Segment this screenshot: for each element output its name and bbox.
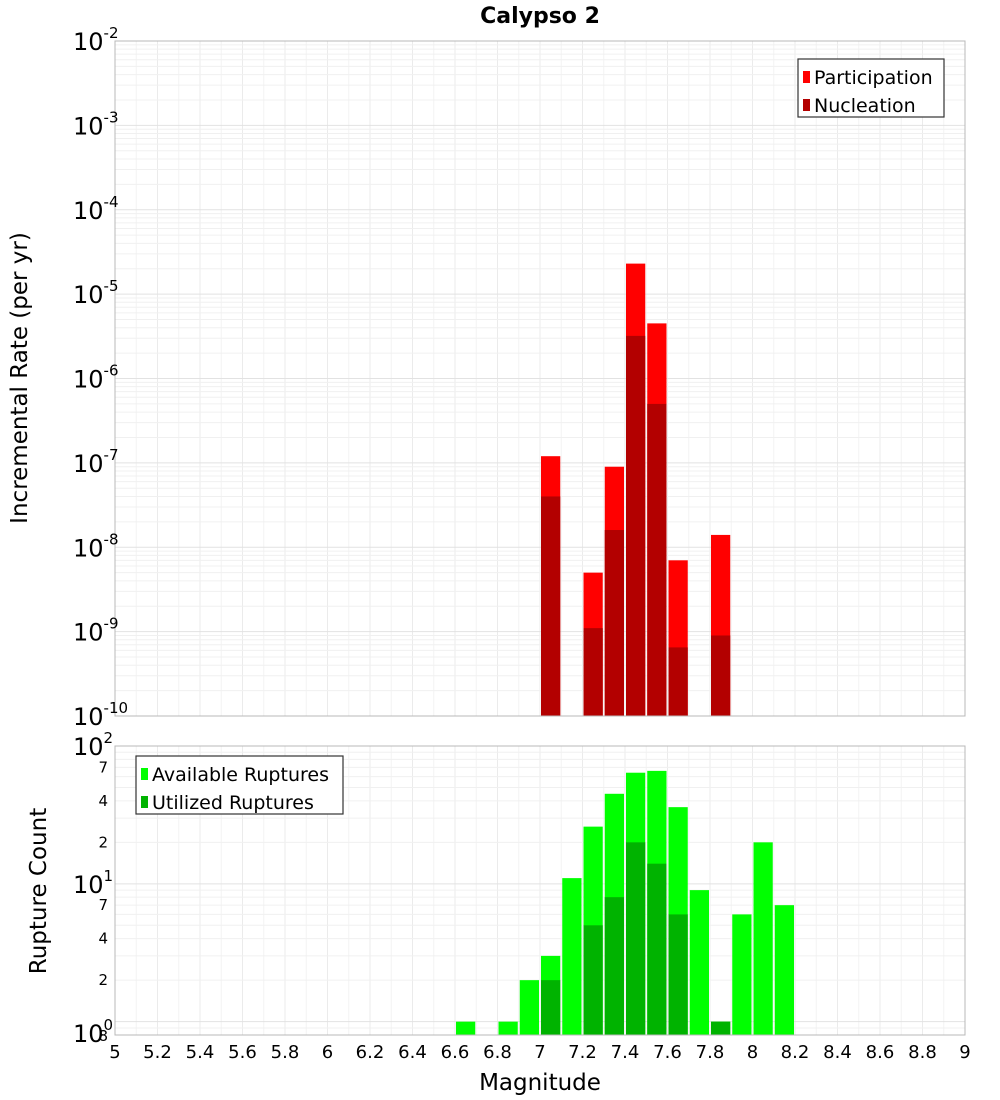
x-axis-title: Magnitude (479, 1070, 601, 1096)
top-legend-swatch (803, 71, 810, 83)
bottom-bar-utilized-ruptures (626, 842, 646, 1035)
top-decade-label: 10-7 (73, 446, 119, 478)
bottom-minor-tick-label: 8 (98, 1027, 108, 1045)
bottom-bar-available-ruptures (498, 1021, 518, 1035)
x-tick-label: 8.4 (823, 1042, 852, 1063)
top-legend-box (797, 58, 945, 118)
bottom-bar-utilized-ruptures (541, 980, 561, 1035)
bottom-decade-label: 101 (73, 867, 113, 899)
chart-title: Calypso 2 (480, 4, 600, 29)
bottom-bar-available-ruptures (774, 905, 794, 1035)
x-tick-label: 8.2 (781, 1042, 810, 1063)
top-decade-label: 10-10 (73, 699, 128, 731)
top-decade-label: 10-6 (73, 362, 119, 394)
x-tick-label: 9 (959, 1042, 970, 1063)
x-tick-labels: 5 5.2 5.4 5.6 5.8 6 6.2 6.4 6.6 6.8 7 7.2 7.4 7.6 7.8 8… (109, 1042, 970, 1063)
bottom-bar-utilized-ruptures (604, 897, 624, 1035)
bottom-minor-tick-label: 7 (98, 758, 108, 776)
bottom-minor-tick-label: 2 (98, 971, 108, 989)
top-decade-label: 10-9 (73, 615, 119, 647)
x-tick-label: 5.2 (143, 1042, 172, 1063)
top-decade-label: 10-8 (73, 530, 119, 562)
top-decade-label: 10-3 (73, 108, 119, 140)
bottom-minor-tick-label: 4 (98, 930, 108, 948)
x-tick-label: 5 (109, 1042, 120, 1063)
bottom-plot-bars (456, 770, 794, 1035)
top-plot-grid (114, 40, 966, 717)
bottom-minor-tick-label: 7 (98, 896, 108, 914)
top-bar-nucleation (668, 647, 688, 716)
bottom-plot-frame (114, 745, 966, 1036)
bottom-y-axis-title: Rupture Count (26, 808, 52, 974)
bottom-bar-available-ruptures (562, 878, 582, 1035)
bottom-minor-tick-label: 4 (98, 792, 108, 810)
x-tick-label: 6.6 (441, 1042, 470, 1063)
bottom-decade-label: 102 (73, 729, 113, 761)
top-plot-bars (541, 263, 731, 716)
x-tick-label: 6 (322, 1042, 333, 1063)
top-legend-label: Participation (814, 67, 933, 89)
x-tick-label: 6.4 (398, 1042, 427, 1063)
bottom-minor-tick-label: 2 (98, 833, 108, 851)
bottom-bar-utilized-ruptures (647, 863, 667, 1035)
bottom-legend-label: Utilized Ruptures (152, 792, 314, 814)
x-tick-label: 7.8 (696, 1042, 725, 1063)
top-decade-label: 10-4 (73, 193, 119, 225)
top-bar-nucleation (647, 403, 667, 716)
bottom-bar-available-ruptures (519, 980, 539, 1035)
bottom-legend: Available Ruptures Utilized Ruptures (135, 755, 344, 815)
x-tick-label: 6.8 (483, 1042, 512, 1063)
bottom-bar-available-ruptures (732, 914, 752, 1035)
x-tick-label: 7.6 (653, 1042, 682, 1063)
top-decade-label: 10-2 (73, 24, 119, 56)
bottom-legend-swatch (141, 796, 148, 808)
x-tick-label: 5.6 (228, 1042, 257, 1063)
x-tick-label: 8 (747, 1042, 758, 1063)
bottom-legend-label: Available Ruptures (152, 764, 329, 786)
x-tick-label: 5.8 (271, 1042, 300, 1063)
top-bar-nucleation (541, 496, 561, 716)
bottom-decade-label: 100 (73, 1016, 113, 1048)
top-legend: Participation Nucleation (797, 58, 945, 118)
top-bar-nucleation (604, 530, 624, 716)
bottom-y-tick-labels: 102 101 100 7 4 2 7 4 2 8 (73, 729, 113, 1048)
x-tick-label: 7 (534, 1042, 545, 1063)
top-decade-label: 10-5 (73, 277, 119, 309)
x-tick-label: 8.8 (908, 1042, 937, 1063)
top-bar-nucleation (583, 628, 603, 716)
x-tick-label: 5.4 (186, 1042, 215, 1063)
bottom-bar-utilized-ruptures (668, 914, 688, 1035)
bottom-legend-box (135, 755, 344, 815)
x-tick-label: 7.2 (568, 1042, 597, 1063)
top-y-tick-labels: 10-2 10-3 10-4 10-5 10-6 10-7 10-8 10-9 10-10 (73, 24, 128, 731)
top-plot-frame (114, 40, 966, 717)
bottom-bar-utilized-ruptures (711, 1021, 731, 1035)
x-tick-label: 6.2 (356, 1042, 385, 1063)
top-bar-nucleation (711, 635, 731, 716)
bottom-bar-available-ruptures (689, 890, 709, 1035)
x-tick-label: 7.4 (611, 1042, 640, 1063)
top-y-axis-title: Incremental Rate (per yr) (7, 232, 33, 524)
bottom-bar-available-ruptures (753, 842, 773, 1035)
x-tick-label: 8.6 (866, 1042, 895, 1063)
top-bar-nucleation (626, 335, 646, 716)
bottom-bar-utilized-ruptures (583, 925, 603, 1035)
top-legend-label: Nucleation (814, 95, 916, 117)
bottom-legend-swatch (141, 768, 148, 780)
top-legend-swatch (803, 99, 810, 111)
bottom-bar-available-ruptures (456, 1021, 476, 1035)
